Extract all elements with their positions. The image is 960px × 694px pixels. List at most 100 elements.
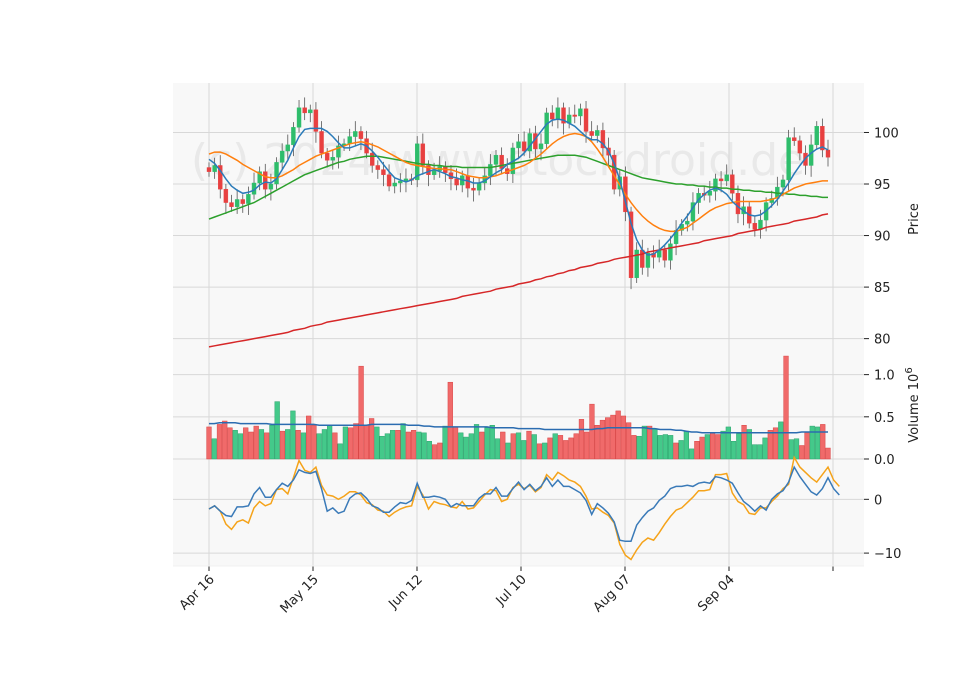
volume-bar xyxy=(473,424,480,460)
volume-bar xyxy=(820,424,826,460)
candle-body xyxy=(336,145,341,158)
volume-bar xyxy=(458,432,464,460)
volume-bar xyxy=(563,440,569,460)
volume-bar xyxy=(657,435,663,460)
volume-bar xyxy=(631,435,637,460)
moving-average-green-line xyxy=(208,154,828,220)
candle-body xyxy=(308,109,313,114)
volume-bar xyxy=(793,438,800,460)
volume-y-tick-label: 1.0 xyxy=(874,369,895,384)
candle-body xyxy=(713,178,718,192)
volume-bar xyxy=(452,426,459,460)
volume-bar xyxy=(610,414,616,460)
volume-bar xyxy=(673,442,679,460)
volume-bar xyxy=(688,448,695,460)
candle-body xyxy=(572,114,577,117)
volume-bar xyxy=(232,430,238,460)
volume-bar xyxy=(547,437,553,460)
x-tick-label: Jul 10 xyxy=(493,572,530,609)
volume-bar xyxy=(285,429,291,460)
volume-bar xyxy=(337,443,343,460)
candle-body xyxy=(426,165,431,175)
volume-bar xyxy=(746,429,752,460)
volume-bar xyxy=(626,422,632,460)
candle-body xyxy=(595,130,600,136)
candle-body xyxy=(555,107,561,120)
candle-body xyxy=(454,178,459,186)
volume-bar xyxy=(615,410,621,460)
volume-bar xyxy=(253,425,259,460)
volume-bar xyxy=(311,425,317,460)
candle-body xyxy=(600,130,606,149)
volume-bar xyxy=(762,437,768,460)
oscillator-blue-line xyxy=(208,465,840,543)
volume-bar xyxy=(274,401,280,460)
volume-bar xyxy=(258,429,265,460)
price-y-tick-label: 100 xyxy=(874,126,899,141)
candle-body xyxy=(330,157,335,161)
candle-body xyxy=(279,150,285,163)
volume-bar xyxy=(358,365,364,460)
candle-body xyxy=(640,249,645,268)
candle-body xyxy=(206,167,212,172)
volume-bar xyxy=(804,432,810,460)
volume-bar xyxy=(536,443,543,460)
candle-body xyxy=(516,141,521,149)
volume-bar xyxy=(332,432,338,460)
volume-bar xyxy=(410,430,417,460)
candle-body xyxy=(240,199,245,204)
volume-bar xyxy=(751,444,758,460)
volume-bar xyxy=(662,434,668,460)
volume-bar xyxy=(363,425,369,460)
candle-body xyxy=(578,108,583,117)
volume-bar xyxy=(494,438,501,460)
volume-bar xyxy=(279,430,286,460)
volume-bar xyxy=(316,433,322,460)
volume-bar xyxy=(715,434,721,460)
volume-bar xyxy=(594,425,600,460)
candle-body xyxy=(797,140,803,154)
moving-average-orange-line xyxy=(208,132,828,233)
volume-y-tick-label: 0.5 xyxy=(874,411,895,426)
oscillator-y-tick-label: 0 xyxy=(874,493,882,508)
candle-body xyxy=(403,178,409,182)
candle-body xyxy=(493,154,499,165)
candle-body xyxy=(431,170,437,175)
volume-bar xyxy=(479,431,485,460)
candle-body xyxy=(471,187,476,191)
oscillator-y-tick-label: −10 xyxy=(874,547,901,562)
volume-bar xyxy=(515,432,522,460)
volume-bar xyxy=(389,430,396,460)
candle-body xyxy=(313,109,319,132)
candle-body xyxy=(583,108,589,132)
candle-body xyxy=(521,141,527,152)
volume-bar xyxy=(379,435,385,460)
volume-bar xyxy=(374,426,380,460)
volume-bar xyxy=(505,442,511,460)
moving-average-red-line xyxy=(208,213,829,348)
candle-body xyxy=(476,182,482,191)
candle-body xyxy=(319,131,324,154)
volume-bar xyxy=(510,433,516,460)
volume-bar xyxy=(799,445,805,460)
volume-bar xyxy=(248,431,254,460)
volume-bar xyxy=(683,430,689,460)
volume-bar xyxy=(353,423,359,460)
x-tick-label: Sep 04 xyxy=(695,572,738,615)
volume-bar xyxy=(694,441,700,460)
volume-bar xyxy=(442,425,448,460)
moving-average-blue-line xyxy=(208,118,829,256)
candle-body xyxy=(324,152,330,161)
volume-bar xyxy=(757,444,763,460)
volume-bar xyxy=(652,428,658,460)
volume-average-line xyxy=(209,421,828,434)
volume-bar xyxy=(463,436,469,460)
volume-bar xyxy=(484,427,490,460)
price-y-tick-label: 80 xyxy=(874,333,891,348)
volume-bar xyxy=(557,435,564,460)
volume-bar xyxy=(295,430,301,460)
volume-bar xyxy=(264,432,270,460)
candle-body xyxy=(589,131,594,136)
candle-body xyxy=(628,211,634,279)
volume-bar xyxy=(290,410,296,460)
